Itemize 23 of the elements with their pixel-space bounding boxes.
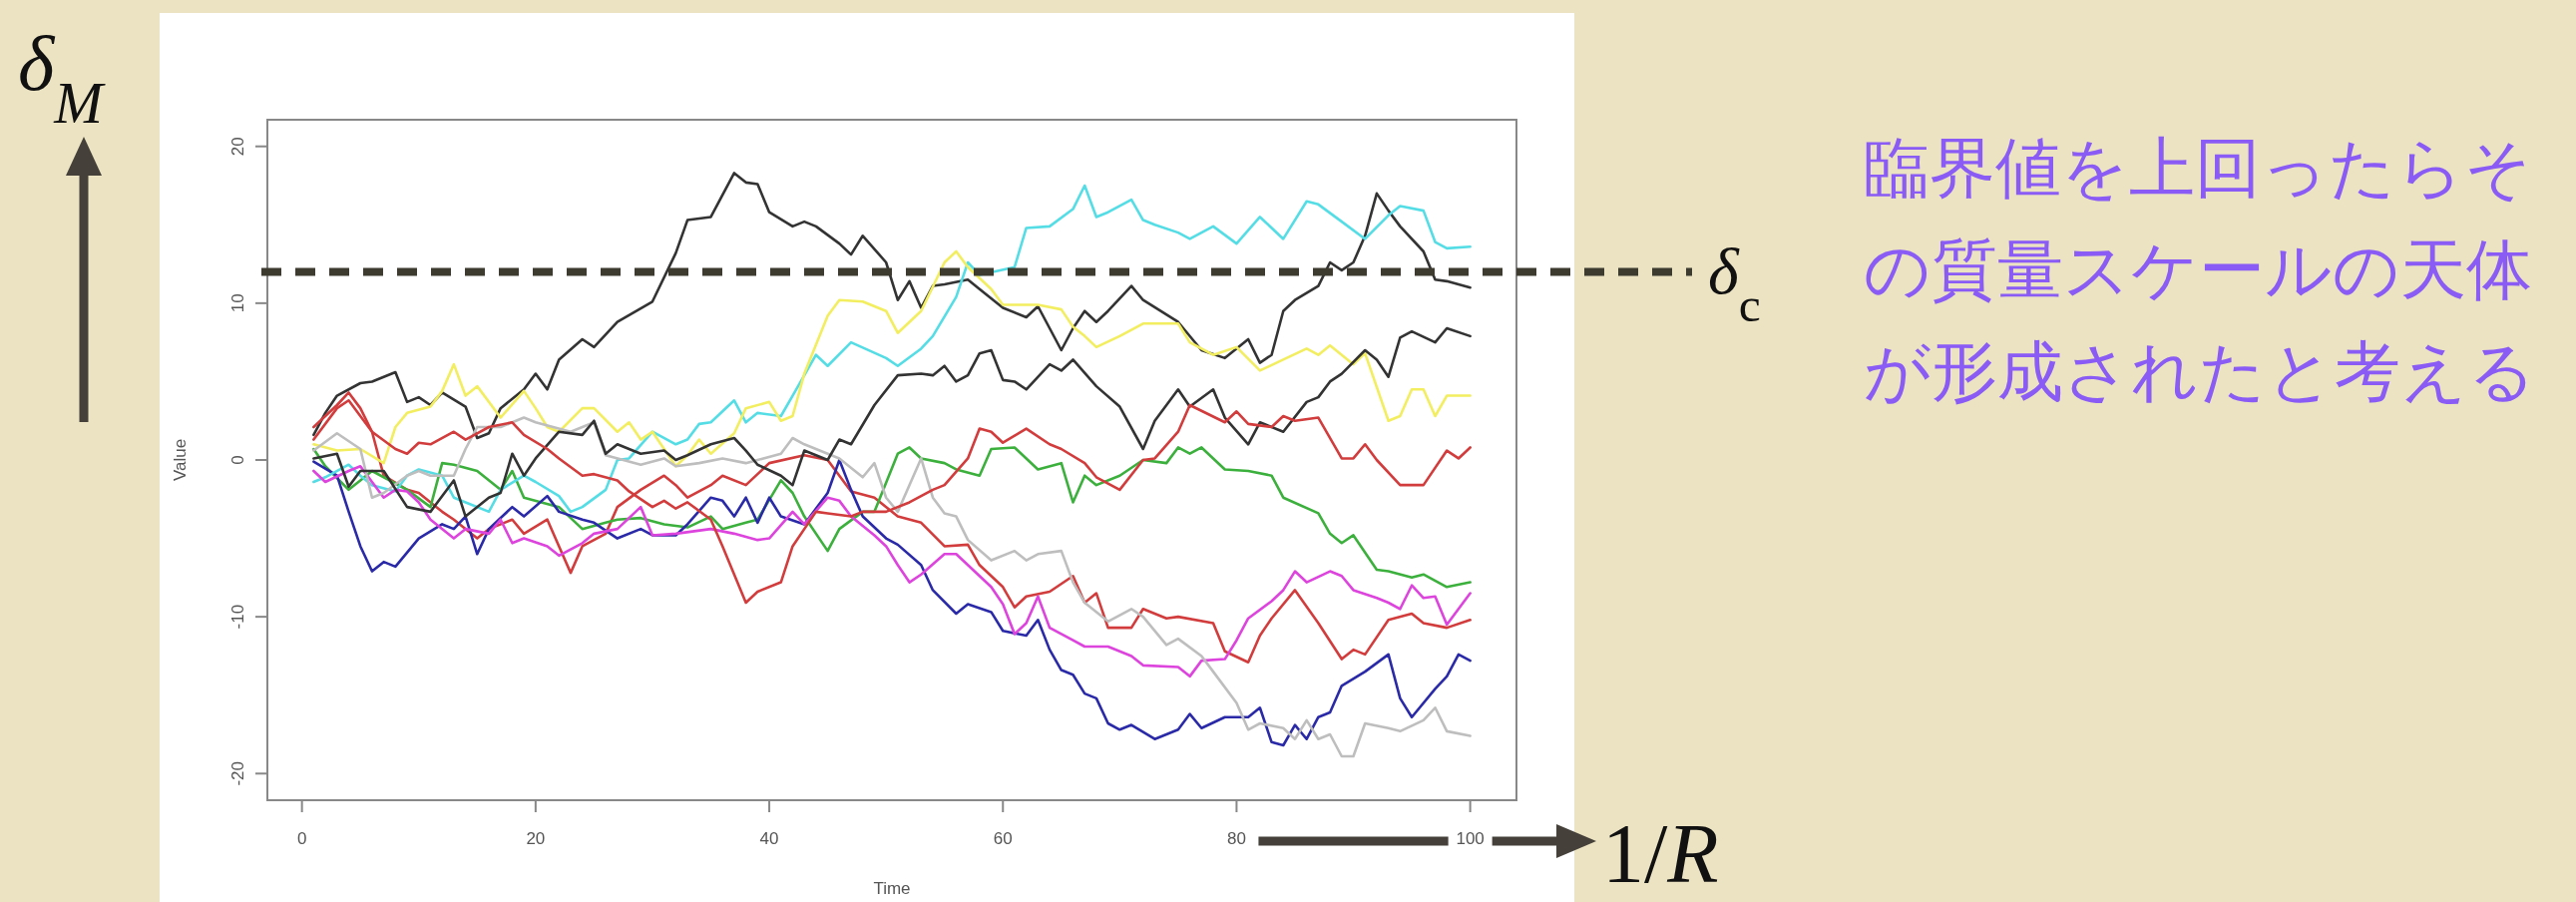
text: 1/R bbox=[1602, 807, 1719, 900]
line-series bbox=[312, 249, 1472, 468]
y-tick-label: 0 bbox=[228, 455, 247, 465]
x-tick-label: 100 bbox=[1456, 829, 1485, 848]
x-tick-label: 0 bbox=[296, 829, 307, 848]
ref-line-label: δ$_{c}$ bbox=[1708, 234, 1761, 332]
x-tick-label: 80 bbox=[1226, 829, 1246, 848]
line-series bbox=[312, 458, 1472, 747]
line-series bbox=[312, 416, 1472, 758]
x-tick-label: 60 bbox=[993, 829, 1013, 848]
line-series bbox=[312, 326, 1472, 518]
x-tick-label: 20 bbox=[526, 829, 546, 848]
x-axis-title: Time bbox=[873, 879, 911, 898]
line-series bbox=[312, 184, 1472, 514]
y-tick-label: 20 bbox=[228, 137, 247, 157]
text: δ$_{M}$ bbox=[18, 20, 107, 136]
y-tick-label: -10 bbox=[228, 604, 247, 630]
text: 臨界値を上回ったらその質量スケールの天体が形成されたと考える bbox=[1864, 129, 2537, 412]
y-axis-title: Value bbox=[171, 438, 190, 482]
y-tick-label: 10 bbox=[228, 293, 247, 313]
line-series bbox=[312, 464, 1472, 678]
x-tick-label: 40 bbox=[759, 829, 779, 848]
y-tick-label: -20 bbox=[228, 761, 247, 786]
